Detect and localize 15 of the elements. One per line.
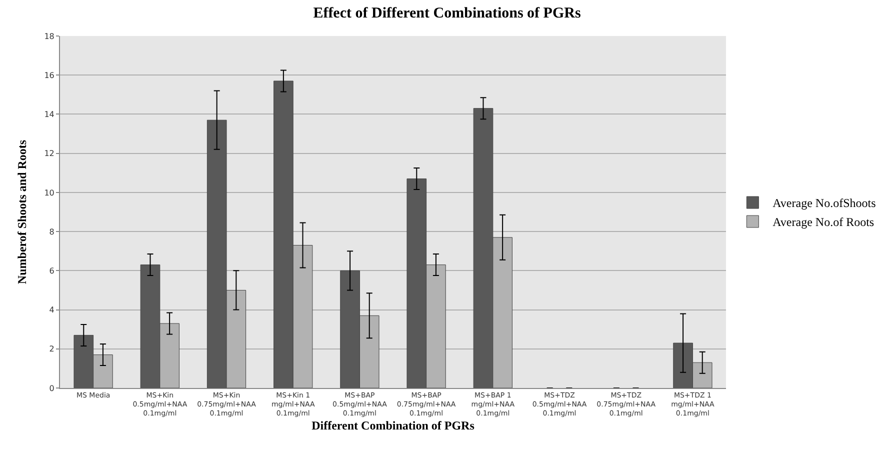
y-tick-label: 8 bbox=[49, 227, 54, 236]
y-tick-label: 10 bbox=[44, 188, 54, 198]
y-tick-label: 16 bbox=[44, 70, 54, 80]
y-tick-label: 18 bbox=[44, 32, 54, 41]
y-tick-label: 12 bbox=[44, 149, 54, 158]
y-tick-label: 2 bbox=[49, 344, 54, 354]
chart-title: Effect of Different Combinations of PGRs bbox=[313, 5, 581, 22]
y-tick-label: 14 bbox=[44, 110, 54, 120]
y-axis-title: Numberof Shoots and Roots bbox=[15, 140, 29, 284]
y-tick-label: 4 bbox=[49, 306, 54, 315]
legend-label: Average No.of Roots bbox=[772, 215, 874, 230]
legend-label: Average No.ofShoots bbox=[772, 196, 876, 210]
y-tick-label: 6 bbox=[49, 266, 54, 276]
y-tick-label: 0 bbox=[49, 384, 54, 393]
x-axis-title: Different Combination of PGRs bbox=[312, 418, 475, 432]
